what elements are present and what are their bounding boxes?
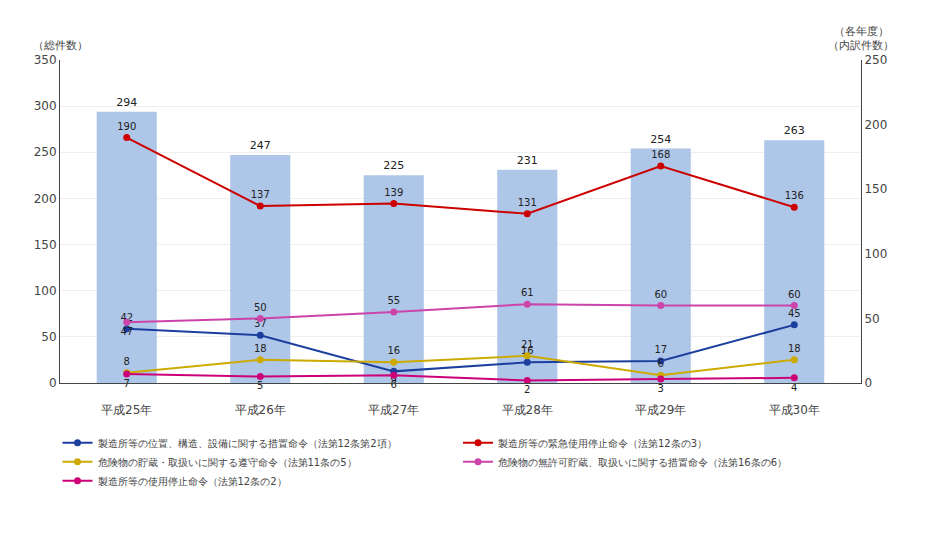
svg-text:5: 5: [257, 380, 263, 391]
svg-text:平成30年: 平成30年: [769, 403, 820, 417]
svg-text:（総件数）: （総件数）: [33, 39, 88, 52]
svg-text:139: 139: [384, 187, 403, 198]
svg-text:平成29年: 平成29年: [635, 403, 686, 417]
svg-text:60: 60: [654, 289, 667, 300]
svg-text:平成25年: 平成25年: [101, 403, 152, 417]
svg-text:16: 16: [521, 345, 534, 356]
svg-text:50: 50: [864, 312, 879, 326]
svg-text:150: 150: [864, 182, 887, 196]
svg-text:9: 9: [391, 375, 397, 386]
svg-text:60: 60: [788, 289, 801, 300]
svg-text:42: 42: [120, 312, 133, 323]
svg-text:300: 300: [34, 99, 57, 113]
svg-text:平成26年: 平成26年: [235, 403, 286, 417]
svg-text:0: 0: [864, 376, 872, 390]
svg-text:350: 350: [34, 53, 57, 67]
svg-text:225: 225: [383, 159, 404, 172]
svg-text:製造所等の使用停止命令（法第12条の2）: 製造所等の使用停止命令（法第12条の2）: [98, 476, 287, 487]
svg-text:16: 16: [387, 345, 400, 356]
svg-text:254: 254: [650, 133, 671, 146]
svg-text:6: 6: [391, 379, 397, 390]
svg-text:45: 45: [788, 308, 801, 319]
svg-text:製造所等の緊急使用停止命令（法第12条の3）: 製造所等の緊急使用停止命令（法第12条の3）: [498, 438, 707, 449]
svg-text:294: 294: [116, 96, 137, 109]
svg-text:4: 4: [791, 382, 797, 393]
svg-text:137: 137: [251, 189, 270, 200]
svg-text:平成28年: 平成28年: [502, 403, 553, 417]
svg-text:7: 7: [124, 378, 130, 389]
svg-text:100: 100: [864, 247, 887, 261]
svg-text:200: 200: [864, 118, 887, 132]
svg-text:200: 200: [34, 192, 57, 206]
svg-text:47: 47: [120, 326, 133, 337]
svg-text:136: 136: [785, 190, 804, 201]
svg-text:250: 250: [34, 145, 57, 159]
svg-text:50: 50: [41, 330, 56, 344]
svg-text:55: 55: [387, 295, 400, 306]
svg-text:危険物の貯蔵・取扱いに関する遵守命令（法第11条の5）: 危険物の貯蔵・取扱いに関する遵守命令（法第11条の5）: [98, 457, 357, 468]
svg-text:0: 0: [49, 376, 57, 390]
svg-text:250: 250: [864, 53, 887, 67]
svg-text:平成27年: 平成27年: [368, 403, 419, 417]
svg-text:6: 6: [658, 358, 664, 369]
svg-text:2: 2: [524, 384, 530, 395]
svg-text:190: 190: [117, 121, 136, 132]
svg-text:17: 17: [654, 344, 667, 355]
svg-text:37: 37: [254, 318, 267, 329]
svg-text:18: 18: [788, 343, 801, 354]
svg-text:50: 50: [254, 302, 267, 313]
svg-text:263: 263: [784, 124, 805, 137]
svg-text:（各年度）（内訳件数）: （各年度）（内訳件数）: [828, 25, 894, 52]
svg-text:61: 61: [521, 287, 534, 298]
svg-text:168: 168: [651, 149, 670, 160]
svg-text:8: 8: [124, 356, 130, 367]
svg-text:231: 231: [517, 154, 538, 167]
svg-text:3: 3: [658, 383, 664, 394]
svg-text:131: 131: [518, 197, 537, 208]
svg-text:21: 21: [521, 339, 534, 350]
svg-text:247: 247: [250, 139, 271, 152]
svg-text:150: 150: [34, 238, 57, 252]
svg-text:100: 100: [34, 284, 57, 298]
svg-text:危険物の無許可貯蔵、取扱いに関する措置命令（法第16条の6）: 危険物の無許可貯蔵、取扱いに関する措置命令（法第16条の6）: [498, 457, 787, 468]
svg-text:製造所等の位置、構造、設備に関する措置命令（法第12条第2項: 製造所等の位置、構造、設備に関する措置命令（法第12条第2項）: [98, 438, 397, 449]
svg-text:18: 18: [254, 343, 267, 354]
